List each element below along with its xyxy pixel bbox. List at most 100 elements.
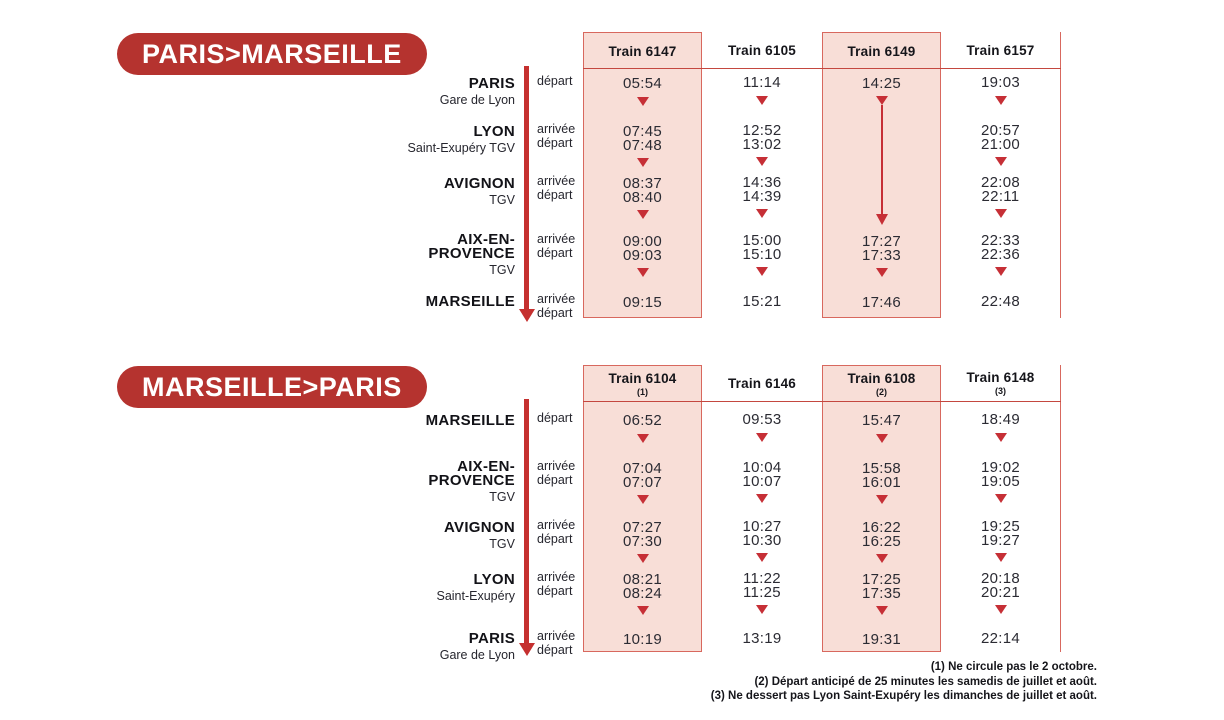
time-value: 19:27 bbox=[980, 531, 1021, 549]
time-value: 21:00 bbox=[980, 135, 1021, 153]
station-subname: TGV bbox=[489, 490, 515, 504]
through-arrow-top bbox=[875, 96, 888, 105]
time-cell: 14:36 14:39 bbox=[703, 172, 822, 218]
station-row: AVIGNON TGV bbox=[330, 175, 515, 207]
time-value: 09:00 bbox=[622, 233, 663, 250]
time-value: 14:39 bbox=[742, 187, 782, 205]
station-subname: TGV bbox=[489, 193, 515, 207]
time-value: 19:05 bbox=[980, 472, 1021, 490]
route-arrow-head bbox=[519, 309, 535, 322]
time-value: 14:25 bbox=[861, 75, 902, 92]
time-value: 16:01 bbox=[861, 473, 902, 491]
separator-triangle-icon bbox=[756, 605, 768, 614]
train-column: Train 6157 19:03 20:57 21:00 22:08 22:11 22:33… bbox=[942, 32, 1061, 318]
direction-badge-label: MARSEILLE>PARIS bbox=[142, 371, 402, 402]
station-name: PARIS bbox=[468, 630, 515, 647]
time-value: 17:27 bbox=[861, 233, 902, 250]
stop-labels: arrivée départ bbox=[537, 629, 589, 657]
train-number: Train 6108 bbox=[847, 371, 916, 386]
stop-label: arrivée bbox=[537, 232, 576, 246]
train-column: Train 6108 (2) 15:47 15:58 16:01 16:22 16:25 17… bbox=[822, 365, 941, 652]
time-cell: 14:25 bbox=[823, 73, 940, 92]
separator-triangle-icon bbox=[636, 210, 649, 219]
time-cell: 16:22 16:25 bbox=[823, 517, 940, 563]
stop-labels: départ bbox=[537, 411, 589, 426]
train-header: Train 6108 (2) bbox=[823, 366, 940, 402]
time-value: 08:21 bbox=[622, 571, 663, 588]
stop-label: arrivée bbox=[537, 459, 576, 473]
time-value: 17:46 bbox=[861, 294, 902, 311]
train-header: Train 6104 (1) bbox=[584, 366, 701, 402]
stop-labels: arrivée départ bbox=[537, 174, 589, 202]
separator-triangle-icon bbox=[875, 606, 888, 615]
time-cell: 12:52 13:02 bbox=[703, 120, 822, 166]
stop-label: arrivée bbox=[537, 518, 576, 532]
time-value: 18:49 bbox=[980, 411, 1021, 428]
station-name: AIX-EN-PROVENCE bbox=[428, 458, 515, 489]
separator-triangle-icon bbox=[994, 553, 1007, 562]
route-arrow-shaft bbox=[524, 66, 529, 309]
time-value: 17:35 bbox=[861, 584, 902, 602]
separator-triangle-icon bbox=[994, 605, 1007, 614]
time-cell: 10:27 10:30 bbox=[703, 516, 822, 562]
train-footnote-ref: (1) bbox=[637, 387, 648, 397]
train-number: Train 6147 bbox=[608, 43, 677, 59]
header-divider bbox=[583, 401, 1061, 402]
station-subname: Gare de Lyon bbox=[439, 93, 515, 107]
time-value: 07:45 bbox=[622, 123, 663, 140]
header-divider bbox=[583, 68, 1061, 69]
direction-badge-label: PARIS>MARSEILLE bbox=[142, 38, 402, 69]
time-value: 15:47 bbox=[861, 412, 902, 429]
time-value: 10:27 bbox=[742, 518, 782, 535]
separator-triangle-icon bbox=[994, 432, 1007, 442]
time-cell: 07:04 07:07 bbox=[584, 458, 701, 504]
time-value: 22:48 bbox=[980, 293, 1021, 310]
train-header: Train 6146 bbox=[703, 365, 822, 401]
time-cell: 10:19 bbox=[584, 628, 701, 648]
station-subname: TGV bbox=[489, 537, 515, 551]
station-row: LYON Saint-Exupéry bbox=[330, 571, 515, 603]
stop-labels: arrivée départ bbox=[537, 518, 589, 546]
time-value: 06:52 bbox=[622, 412, 663, 429]
time-value: 22:14 bbox=[980, 630, 1021, 647]
time-value: 10:19 bbox=[622, 631, 663, 648]
stop-labels: départ bbox=[537, 74, 589, 89]
train-number: Train 6149 bbox=[847, 43, 916, 59]
time-value: 17:33 bbox=[861, 246, 902, 264]
time-cell: 19:02 19:05 bbox=[942, 457, 1060, 503]
through-arrow-tip bbox=[875, 214, 888, 225]
time-cell: 11:14 bbox=[703, 72, 822, 105]
train-column: Train 6149 14:25 17:27 17:33 17:46 bbox=[822, 32, 941, 318]
time-value: 15:10 bbox=[742, 245, 782, 263]
station-row: LYON Saint-Exupéry TGV bbox=[330, 123, 515, 155]
separator-triangle-icon bbox=[994, 157, 1007, 166]
time-value: 11:25 bbox=[743, 583, 781, 601]
time-cell: 09:53 bbox=[703, 409, 822, 442]
separator-triangle-icon bbox=[994, 209, 1007, 218]
station-name: LYON bbox=[473, 123, 515, 140]
time-value: 20:18 bbox=[980, 570, 1021, 587]
footnote: (3) Ne dessert pas Lyon Saint-Exupéry le… bbox=[710, 690, 1097, 702]
train-number: Train 6157 bbox=[966, 42, 1035, 58]
time-cell: 22:33 22:36 bbox=[942, 230, 1060, 276]
station-row: MARSEILLE bbox=[330, 412, 515, 430]
train-column: Train 6148 (3) 18:49 19:02 19:05 19:25 19:27 20… bbox=[942, 365, 1061, 652]
train-column: Train 6147 05:54 07:45 07:48 08:37 08:40 09:00… bbox=[583, 32, 702, 318]
station-row: PARIS Gare de Lyon bbox=[330, 75, 515, 107]
time-value: 08:40 bbox=[622, 188, 663, 206]
stop-label: départ bbox=[537, 74, 573, 88]
separator-triangle-icon bbox=[756, 209, 768, 218]
time-cell: 05:54 bbox=[584, 73, 701, 106]
time-cell: 11:22 11:25 bbox=[703, 568, 822, 614]
time-cell: 13:19 bbox=[703, 627, 822, 645]
time-cell: 15:47 bbox=[823, 410, 940, 443]
time-value: 22:33 bbox=[980, 232, 1021, 249]
separator-triangle-icon bbox=[636, 158, 649, 167]
time-value: 11:14 bbox=[743, 74, 781, 91]
station-subname: TGV bbox=[489, 263, 515, 277]
separator-triangle-icon bbox=[994, 267, 1007, 276]
station-row: PARIS Gare de Lyon bbox=[330, 630, 515, 662]
train-header: Train 6105 bbox=[703, 32, 822, 68]
station-subname: Saint-Exupéry TGV bbox=[407, 141, 515, 155]
